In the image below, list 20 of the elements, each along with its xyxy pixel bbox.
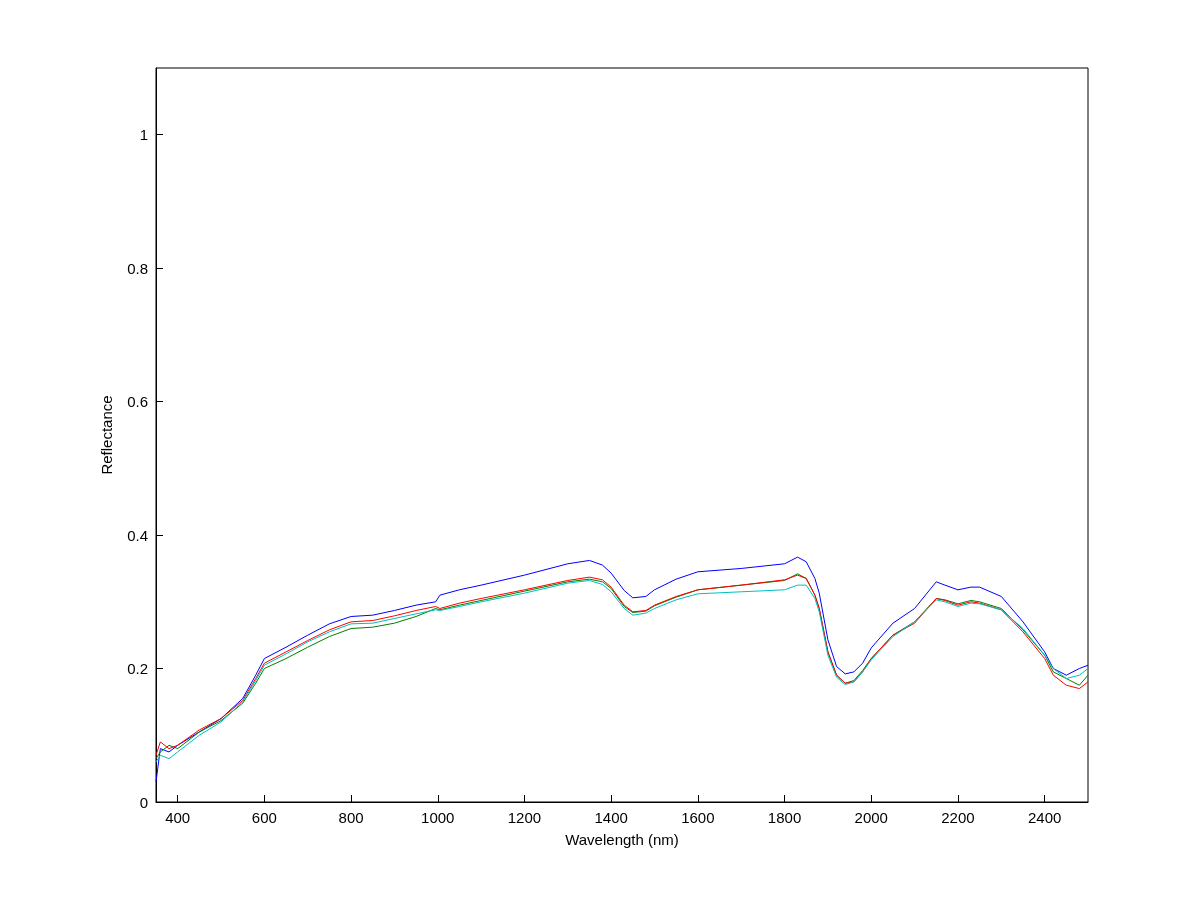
y-tick-label: 0.8 — [127, 259, 148, 277]
y-tick-label: 0.2 — [127, 660, 148, 678]
x-tick-label: 600 — [251, 809, 277, 826]
x-tick-label: 2400 — [1027, 809, 1062, 826]
y-tick-label: 1 — [139, 126, 148, 144]
x-tick-label: 1600 — [681, 809, 715, 826]
y-tick-label: 0 — [139, 793, 148, 811]
x-tick-label: 2200 — [941, 809, 975, 826]
x-tick-label: 2000 — [854, 809, 888, 826]
y-tick-label: 0.6 — [127, 393, 148, 411]
x-tick-label: 800 — [338, 809, 364, 826]
y-axis-title: Reflectance — [98, 395, 115, 475]
x-tick-label: 400 — [165, 809, 191, 826]
x-tick-label: 1200 — [507, 809, 542, 826]
x-tick-label: 1800 — [767, 809, 802, 826]
x-tick-label: 1000 — [421, 809, 455, 826]
y-tick-label: 0.4 — [127, 526, 148, 544]
line-series — [155, 556, 1089, 783]
x-tick-label: 1400 — [594, 809, 628, 826]
x-axis-title: Wavelength (nm) — [565, 831, 679, 848]
